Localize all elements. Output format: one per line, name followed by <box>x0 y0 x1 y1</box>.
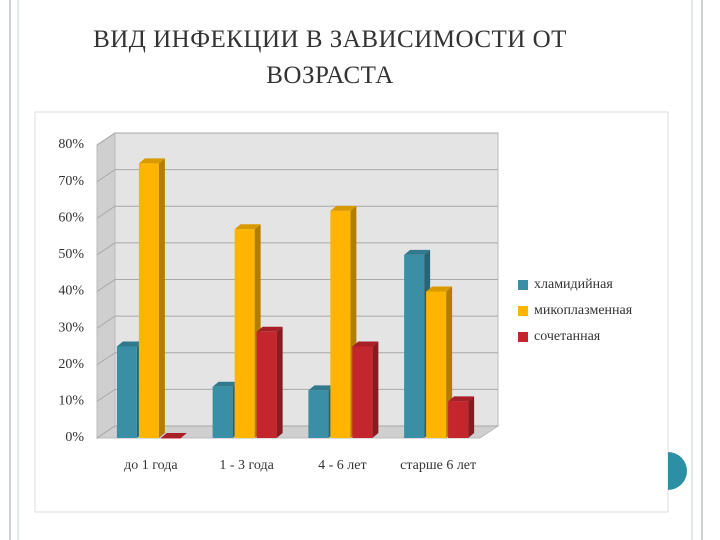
grid-line <box>96 242 498 256</box>
bar <box>160 433 187 439</box>
bar-top <box>116 341 143 347</box>
grid-line <box>96 279 498 292</box>
grid-line <box>96 132 498 146</box>
bar-front <box>330 210 351 438</box>
legend-label: сочетанная <box>534 329 601 344</box>
legend-swatch <box>518 280 528 290</box>
bar-front <box>116 346 137 438</box>
bar-front <box>352 346 373 438</box>
bar-front <box>404 254 425 438</box>
x-tick-label: 4 - 6 лет <box>318 458 366 473</box>
bar-side <box>276 326 283 438</box>
bar-top <box>138 158 165 164</box>
y-tick-label: 30% <box>58 320 84 335</box>
y-tick-label: 60% <box>58 210 84 225</box>
legend-swatch <box>518 332 528 342</box>
grid-line <box>96 315 498 329</box>
x-tick-label: старше 6 лет <box>400 458 476 473</box>
bar-top <box>308 385 335 391</box>
y-tick-label: 20% <box>58 357 84 372</box>
x-tick-label: до 1 года <box>124 458 178 473</box>
legend-label: хламидийная <box>534 277 613 292</box>
y-tick-label: 70% <box>58 174 84 189</box>
y-tick-label: 80% <box>58 137 84 152</box>
y-tick-label: 10% <box>58 394 84 409</box>
y-tick-label: 40% <box>58 284 84 299</box>
bar-front <box>448 401 469 438</box>
bar-front <box>160 438 181 439</box>
bar-top <box>404 249 431 255</box>
bar-top <box>212 381 239 387</box>
legend-swatch <box>518 306 528 316</box>
bar-side <box>372 341 379 438</box>
bar-top <box>330 205 357 211</box>
bar-side <box>158 158 165 438</box>
bar-front <box>212 386 233 438</box>
bar-top <box>352 341 379 347</box>
bar-front <box>256 331 277 438</box>
y-tick-label: 0% <box>65 430 84 445</box>
bar-top <box>234 224 261 230</box>
x-tick-label: 1 - 3 года <box>219 458 274 473</box>
y-tick-label: 50% <box>58 247 84 262</box>
legend-label: микоплазменная <box>534 303 633 318</box>
bar-front <box>308 390 329 438</box>
bar-top <box>426 286 453 292</box>
bar <box>448 396 475 438</box>
grid-line <box>96 169 498 183</box>
bar-top <box>160 433 187 438</box>
grid-line <box>96 205 498 219</box>
bar-front <box>234 229 255 438</box>
bar-front <box>138 163 159 438</box>
bar-side <box>468 396 475 438</box>
bar-front <box>426 291 447 438</box>
bar <box>138 158 165 438</box>
bar <box>256 326 283 438</box>
chart-title: ВИД ИНФЕКЦИИ В ЗАВИСИМОСТИ ОТ ВОЗРАСТА <box>93 26 567 89</box>
bar-top <box>256 326 283 332</box>
bar <box>352 341 379 438</box>
decor-circle <box>668 452 687 490</box>
bar-top <box>448 396 475 402</box>
